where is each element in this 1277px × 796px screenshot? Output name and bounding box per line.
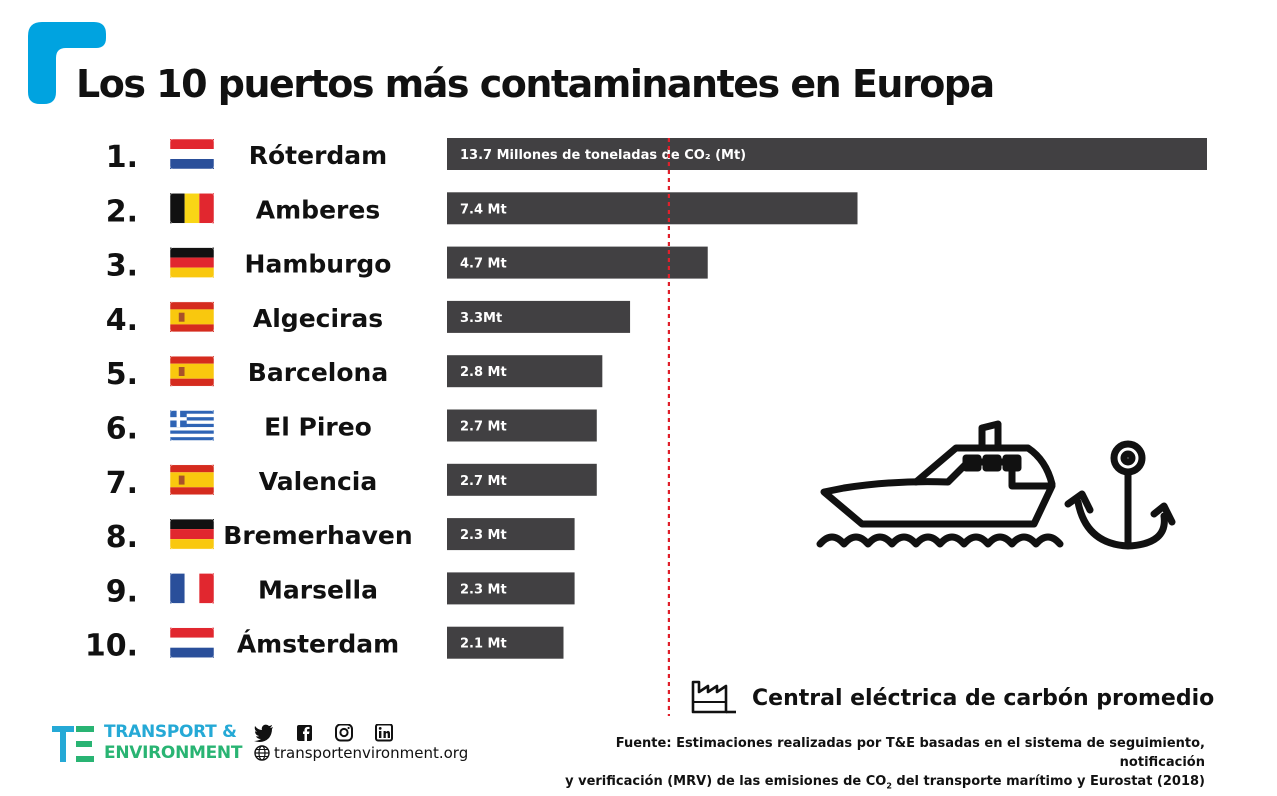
bar-value-label: 3.3Mt — [460, 311, 502, 326]
linkedin-icon[interactable] — [374, 723, 394, 742]
bar — [447, 192, 858, 225]
port-name: Marsella — [258, 575, 378, 604]
bar — [447, 138, 1207, 170]
rank-label: 1. — [106, 140, 138, 175]
bar — [447, 463, 597, 496]
page-title: Los 10 puertos más contaminantes en Euro… — [76, 62, 995, 106]
bar — [447, 518, 575, 551]
bar-value-label: 2.7 Mt — [460, 420, 507, 435]
bar-value-label: 7.4 Mt — [460, 202, 507, 217]
port-name: Algeciras — [253, 304, 383, 333]
rank-label: 9. — [106, 574, 138, 609]
brand-name: TRANSPORT & ENVIRONMENT — [104, 722, 242, 764]
port-name: Valencia — [259, 467, 377, 496]
flag-greece-icon — [169, 410, 215, 441]
bar-value-label: 2.1 Mt — [460, 637, 507, 652]
website-link[interactable]: transportenvironment.org — [254, 744, 468, 762]
port-name: Bremerhaven — [223, 521, 412, 550]
flag-netherlands-icon — [169, 138, 215, 170]
bar-value-label: 2.3 Mt — [460, 528, 507, 543]
flag-spain-icon — [169, 464, 215, 496]
corner-bracket-logo — [28, 22, 106, 104]
bar — [447, 355, 603, 388]
bar-value-label: 4.7 Mt — [460, 257, 507, 272]
rank-label: 6. — [106, 412, 138, 447]
twitter-icon[interactable] — [254, 724, 274, 742]
rank-label: 8. — [106, 520, 138, 555]
rank-label: 3. — [106, 249, 138, 284]
flag-spain-icon — [169, 301, 215, 333]
flag-germany-icon — [169, 518, 215, 550]
social-links — [254, 723, 394, 742]
bar — [447, 246, 708, 279]
port-name: El Pireo — [264, 413, 372, 442]
instagram-icon[interactable] — [334, 723, 354, 742]
bar — [447, 300, 631, 333]
flag-france-icon — [169, 573, 215, 604]
rank-label: 2. — [106, 194, 138, 229]
bar — [447, 409, 597, 442]
source-note: Fuente: Estimaciones realizadas por T&E … — [545, 734, 1205, 796]
globe-icon — [254, 745, 270, 761]
reference-legend-label: Central eléctrica de carbón promedio — [752, 686, 1215, 711]
port-name: Barcelona — [248, 358, 388, 387]
website-text: transportenvironment.org — [274, 744, 469, 762]
port-name: Róterdam — [249, 141, 387, 170]
factory-icon — [691, 680, 736, 714]
bar-value-label: 2.7 Mt — [460, 474, 507, 489]
port-name: Ámsterdam — [237, 630, 399, 659]
ship-anchor-icon — [816, 420, 1176, 550]
brand-line-2: ENVIRONMENT — [104, 743, 243, 763]
brand-line-1: TRANSPORT & — [104, 722, 237, 742]
port-name: Hamburgo — [245, 250, 392, 279]
flag-belgium-icon — [169, 193, 215, 224]
transport-environment-logo-icon — [52, 726, 94, 762]
bar-value-label: 13.7 Millones de toneladas de CO₂ (Mt) — [460, 148, 746, 163]
rank-label: 7. — [106, 466, 138, 501]
facebook-icon[interactable] — [294, 724, 314, 742]
flag-spain-icon — [169, 355, 215, 387]
bar-value-label: 2.8 Mt — [460, 365, 507, 380]
source-line-1: Fuente: Estimaciones realizadas por T&E … — [615, 736, 1205, 770]
rank-label: 4. — [106, 303, 138, 338]
bar-value-label: 2.3 Mt — [460, 582, 507, 597]
bar — [447, 626, 564, 659]
rank-label: 10. — [85, 629, 138, 664]
rank-label: 5. — [106, 357, 138, 392]
port-name: Amberes — [256, 195, 380, 224]
flag-germany-icon — [169, 247, 215, 278]
flag-netherlands-icon — [169, 627, 215, 658]
bar — [447, 572, 575, 605]
source-line-2: y verificación (MRV) de las emisiones de… — [545, 772, 1205, 796]
